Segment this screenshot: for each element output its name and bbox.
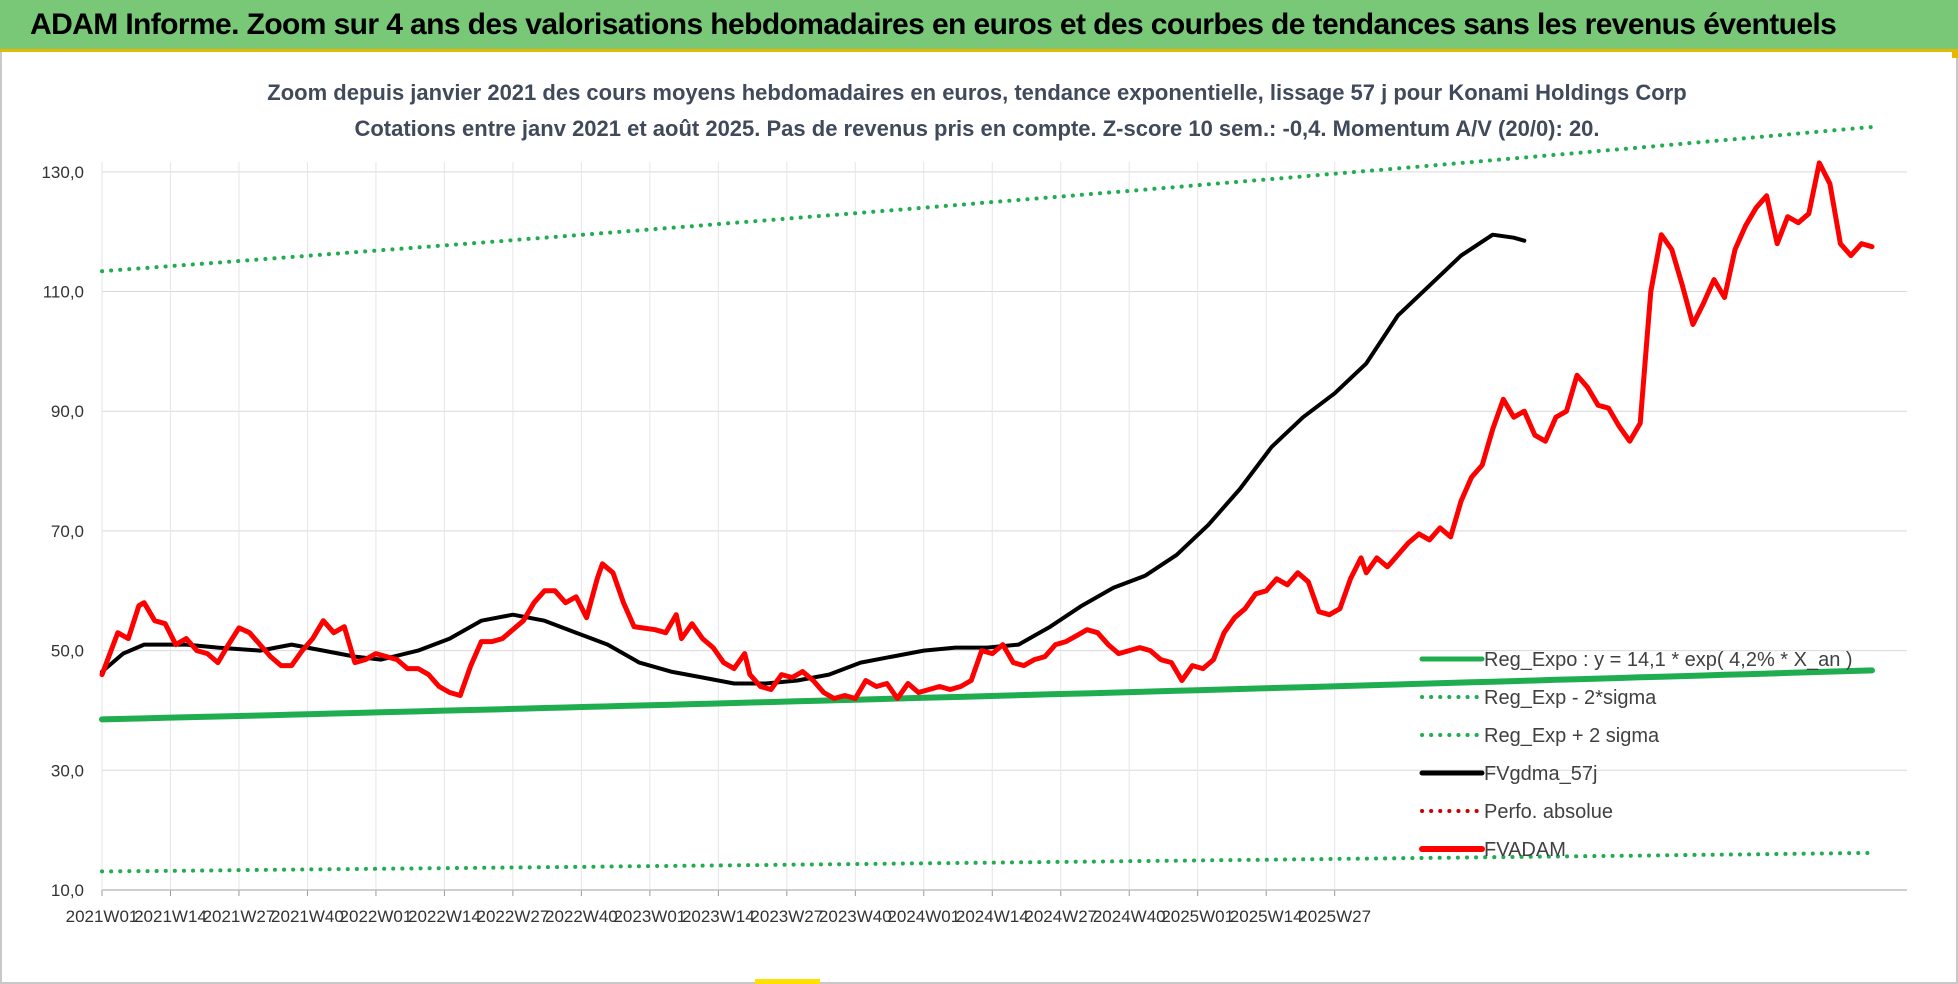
x-tick-label: 2021W14 [134,907,207,926]
series-line-3 [100,232,1527,686]
y-tick-label: 70,0 [51,522,84,541]
x-tick-label: 2024W27 [1024,907,1097,926]
y-tick-label: 110,0 [43,283,84,302]
grid-layer [101,162,1907,896]
x-tick-label: 2022W40 [545,907,618,926]
x-tick-label: 2021W27 [203,907,276,926]
x-tick-label: 2023W01 [613,907,686,926]
y-tick-label: 10,0 [51,881,84,900]
y-tick-label: 130,0 [41,163,84,182]
x-tick-label: 2022W01 [340,907,413,926]
legend-label-5: FVADAM [1484,839,1566,861]
x-tick-label: 2021W01 [66,907,139,926]
x-tick-label: 2025W01 [1161,907,1234,926]
series-line-1 [100,850,1874,874]
x-tick-label: 2024W14 [956,907,1029,926]
corner-accent [1952,52,1958,58]
legend-label-3: FVgdma_57j [1484,763,1597,785]
series-line-2 [100,125,1874,274]
legend-label-0: Reg_Expo : y = 14,1 * exp( 4,2% * X_an ) [1484,649,1853,671]
x-tick-label: 2025W14 [1230,907,1303,926]
x-tick-label: 2023W14 [682,907,755,926]
series-line-0 [99,667,1875,723]
chart-area: Zoom depuis janvier 2021 des cours moyen… [41,80,1907,926]
legend-label-1: Reg_Exp - 2*sigma [1484,687,1657,709]
report-banner: ADAM Informe. Zoom sur 4 ans des valoris… [0,0,1958,52]
x-tick-label: 2024W40 [1093,907,1166,926]
x-tick-label: 2022W14 [408,907,481,926]
legend: Reg_Expo : y = 14,1 * exp( 4,2% * X_an )… [1419,649,1853,861]
y-tick-label: 30,0 [51,761,84,780]
chart-title: Zoom depuis janvier 2021 des cours moyen… [267,80,1686,105]
x-tick-label: 2024W01 [887,907,960,926]
legend-label-4: Perfo. absolue [1484,801,1613,823]
series-layer [99,125,1875,874]
series-line-5 [99,160,1875,701]
y-tick-label: 50,0 [51,642,84,661]
legend-label-2: Reg_Exp + 2 sigma [1484,725,1660,747]
x-tick-label: 2021W40 [271,907,344,926]
x-tick-label: 2023W40 [819,907,892,926]
x-tick-label: 2023W27 [750,907,823,926]
chart-frame: Zoom depuis janvier 2021 des cours moyen… [0,52,1958,984]
y-tick-label: 90,0 [51,402,84,421]
tick-labels: 10,030,050,070,090,0110,0130,02021W01202… [41,163,1371,926]
report-banner-title: ADAM Informe. Zoom sur 4 ans des valoris… [30,8,1837,41]
chart-subtitle: Cotations entre janv 2021 et août 2025. … [354,116,1599,141]
x-tick-label: 2025W27 [1298,907,1371,926]
x-tick-label: 2022W27 [477,907,550,926]
bottom-accent-bar [755,979,820,984]
